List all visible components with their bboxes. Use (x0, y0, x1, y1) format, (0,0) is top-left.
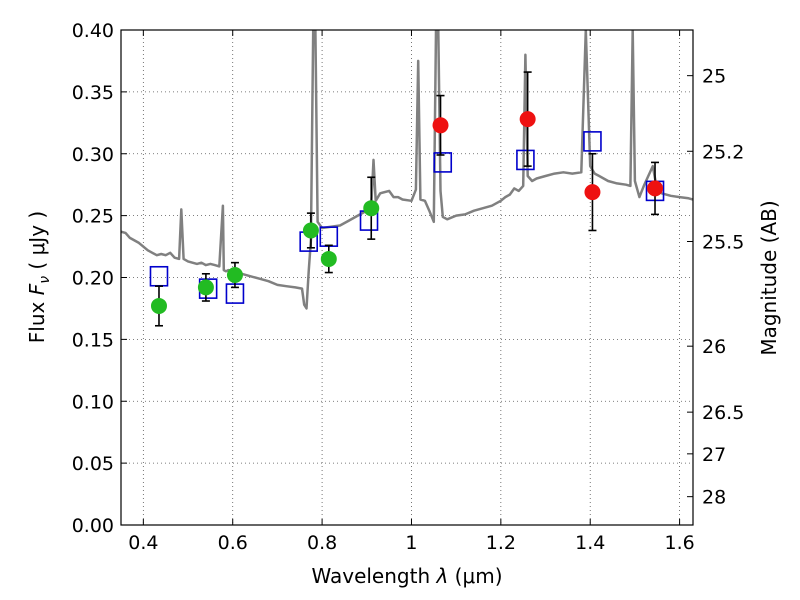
spectrum-line (121, 30, 693, 310)
y-tick-label: 0.25 (72, 206, 114, 228)
y-axis-label: Flux Fν ( μJy ) (25, 211, 53, 343)
model-square-marker (433, 152, 453, 173)
x-tick-label: 1.4 (575, 532, 605, 554)
y2-tick-label: 25.5 (702, 231, 744, 253)
data-point-marker (197, 279, 214, 296)
y-tick-label: 0.40 (72, 20, 114, 42)
y2-tick-label: 25.2 (702, 141, 744, 163)
y2-axis-label: Magnitude (AB) (757, 200, 781, 355)
data-point-marker (519, 111, 536, 128)
axis-ticks: 0.4 0.6 0.8 1 1.2 1.4 1.6 0.00 0.05 0.10 0.15 0.20 0… (72, 20, 745, 554)
y-tick-label: 0.05 (72, 453, 114, 475)
x-tick-label: 1.2 (486, 532, 516, 554)
y-tick-label: 0.15 (72, 329, 114, 351)
x-tick-label: 0.8 (307, 532, 337, 554)
data-point-marker (226, 267, 243, 284)
y2-tick-label: 27 (702, 444, 726, 466)
y-tick-label: 0.20 (72, 268, 114, 290)
plot-area (121, 30, 693, 327)
y2-tick-label: 26 (702, 336, 726, 358)
y2-tick-label: 28 (702, 487, 726, 509)
data-point-marker (432, 117, 449, 134)
data-point-marker (584, 184, 601, 201)
x-tick-label: 1.6 (664, 532, 694, 554)
data-point-marker (647, 180, 664, 197)
x-axis-label: Wavelength λ (μm) (311, 564, 502, 588)
y-tick-label: 0.35 (72, 82, 114, 104)
y-tick-label: 0.30 (72, 144, 114, 166)
y-tick-label: 0.10 (72, 391, 114, 413)
data-point-marker (363, 200, 380, 217)
model-square-marker (583, 131, 602, 152)
data-point-marker (320, 250, 337, 267)
x-tick-label: 0.6 (218, 532, 248, 554)
x-tick-label: 1 (405, 532, 417, 554)
y-tick-label: 0.00 (72, 515, 114, 537)
y2-tick-label: 25 (702, 66, 726, 88)
y2-tick-label: 26.5 (702, 402, 744, 424)
model-square-marker (516, 149, 535, 171)
x-tick-label: 0.4 (128, 532, 158, 554)
data-point-marker (302, 222, 319, 239)
data-point-marker (150, 297, 167, 314)
